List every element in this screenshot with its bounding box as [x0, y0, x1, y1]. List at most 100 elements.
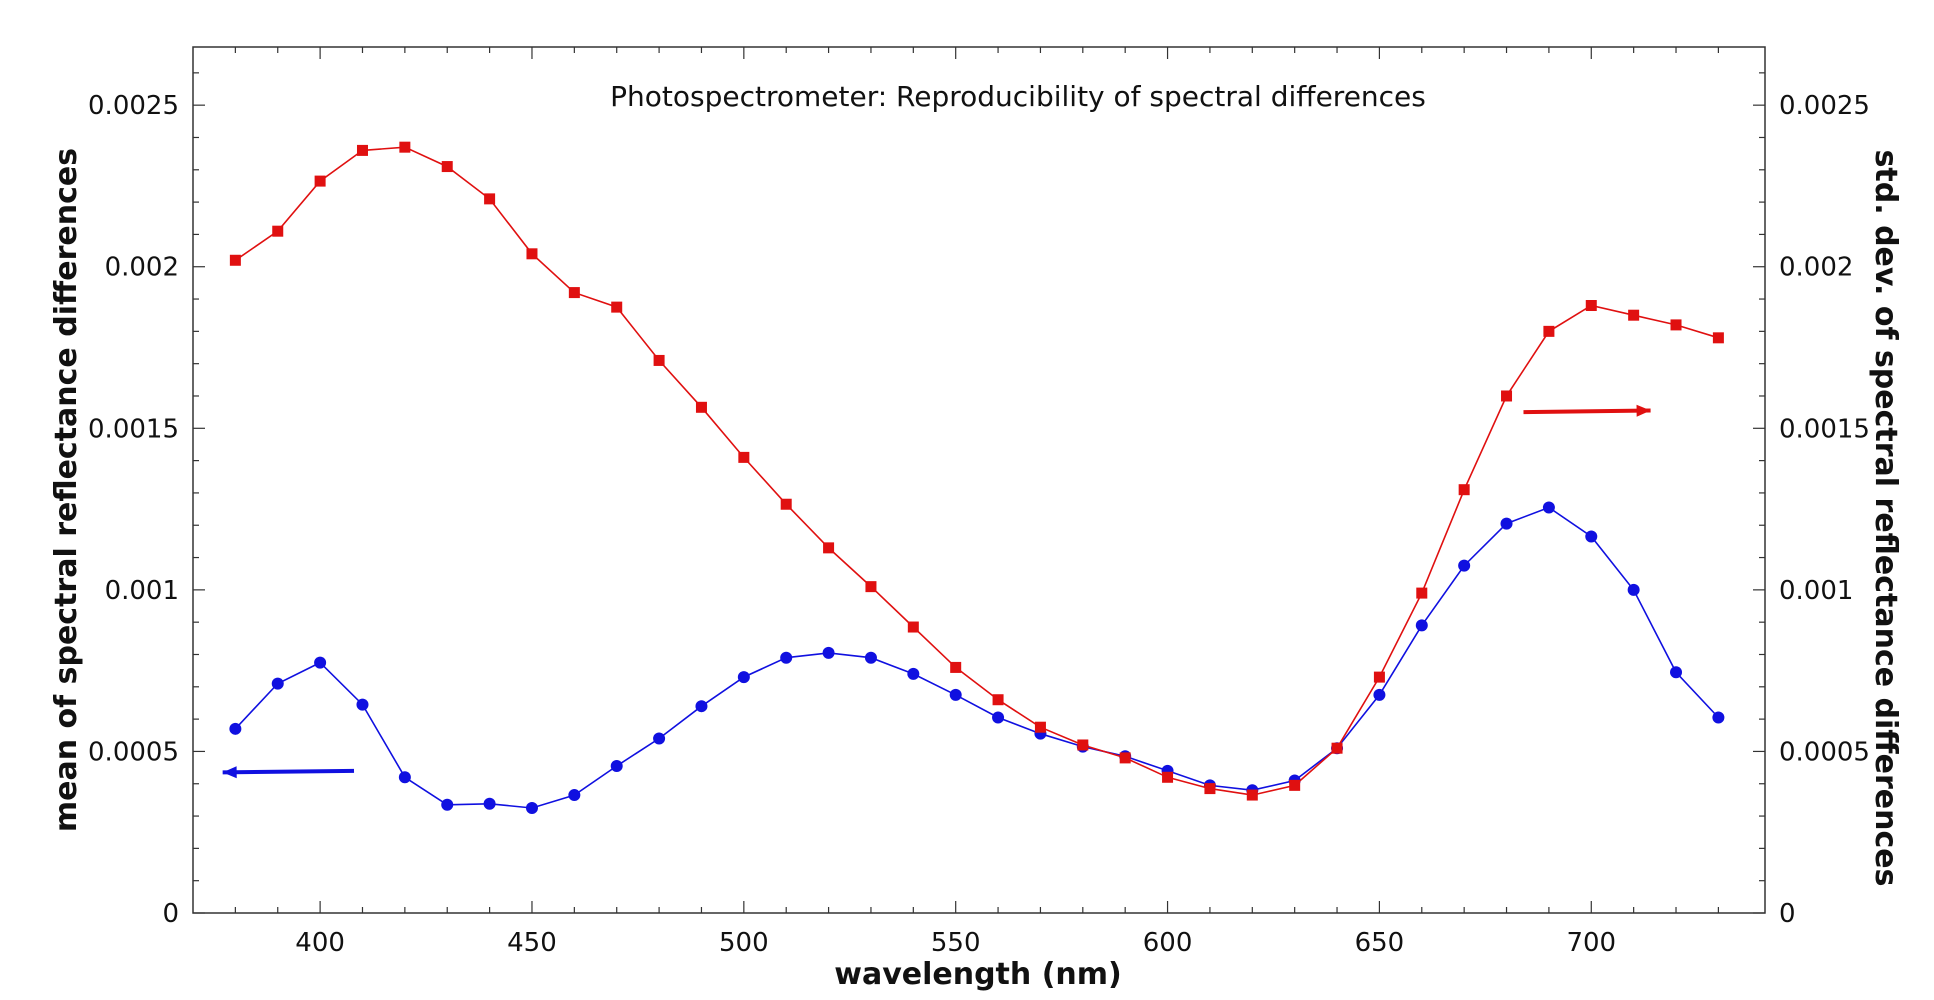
- y-tick-label: 0.001: [105, 576, 179, 606]
- y2-tick-label: 0: [1779, 899, 1796, 929]
- mean-point: [314, 656, 327, 669]
- std-dev-point: [1543, 325, 1555, 337]
- y2-axis-label: std. dev. of spectral reflectance differ…: [1868, 150, 1903, 887]
- mean-point: [1458, 559, 1471, 572]
- mean-point: [737, 671, 750, 684]
- std-dev-point: [441, 161, 453, 173]
- std-dev-point: [738, 451, 750, 463]
- mean-point: [1670, 666, 1683, 679]
- mean-point: [1712, 711, 1725, 724]
- y-axis-label: mean of spectral reflectance differences: [49, 148, 84, 832]
- std-dev-point: [1331, 742, 1343, 754]
- arrow-head: [222, 766, 237, 779]
- std-dev-point: [907, 621, 919, 633]
- y2-tick-label: 0.0025: [1779, 91, 1870, 121]
- std-dev-point: [1077, 739, 1089, 751]
- std-dev-point: [950, 661, 962, 673]
- mean-point: [1415, 619, 1428, 632]
- mean-point: [695, 700, 708, 713]
- std-dev-point: [865, 581, 877, 593]
- std-dev-point: [780, 498, 792, 510]
- std-dev-point: [1246, 789, 1258, 801]
- mean-point: [949, 688, 962, 701]
- y2-tick-label: 0.0005: [1779, 737, 1870, 767]
- y2-tick-label: 0.002: [1779, 253, 1853, 283]
- std-dev-point: [1416, 587, 1428, 599]
- std-dev-point: [1501, 390, 1513, 402]
- right-arrow: [1523, 404, 1651, 417]
- mean-point: [356, 698, 369, 711]
- mean-series-line: [234, 506, 1719, 809]
- mean-point: [610, 759, 623, 772]
- annotation-layer: [222, 404, 1651, 779]
- mean-point: [907, 667, 920, 680]
- x-tick-label: 600: [1143, 928, 1193, 958]
- std-dev-point: [1034, 721, 1046, 733]
- plot-frame: [192, 46, 1766, 914]
- std-dev-point: [356, 144, 368, 156]
- x-tick-label: 400: [295, 928, 345, 958]
- std-dev-point: [1204, 783, 1216, 795]
- x-tick-label: 500: [719, 928, 769, 958]
- y2-tick-label: 0.001: [1779, 576, 1853, 606]
- mean-point: [483, 797, 496, 810]
- mean-point: [398, 771, 411, 784]
- std-dev-series-line: [234, 146, 1719, 796]
- mean-point: [568, 789, 581, 802]
- x-axis: 400 450 500 550 600 650 700: [234, 47, 1719, 958]
- std-dev-point: [1119, 752, 1131, 764]
- std-dev-point: [484, 193, 496, 205]
- std-dev-point: [1585, 300, 1597, 312]
- std-dev-point: [611, 301, 623, 313]
- std-dev-point: [272, 225, 284, 237]
- std-dev-point: [399, 141, 411, 153]
- std-dev-point: [229, 254, 241, 266]
- std-dev-point: [992, 694, 1004, 706]
- y-tick-label: 0.0025: [88, 91, 179, 121]
- series-layer: [229, 141, 1725, 814]
- left-arrow: [222, 766, 355, 779]
- std-dev-point: [526, 248, 538, 260]
- mean-point: [1627, 583, 1640, 596]
- mean-point: [1500, 517, 1513, 530]
- x-tick-label: 550: [931, 928, 981, 958]
- y-axis-left: 0 0.0005 0.001 0.0015 0.002 0.0025: [88, 72, 205, 929]
- chart-title: Photospectrometer: Reproducibility of sp…: [610, 80, 1426, 113]
- std-dev-point: [1628, 309, 1640, 321]
- y2-tick-label: 0.0015: [1779, 414, 1870, 444]
- std-dev-point: [1162, 771, 1174, 783]
- std-dev-point: [1670, 319, 1682, 331]
- x-tick-label: 650: [1355, 928, 1405, 958]
- mean-point: [780, 651, 793, 664]
- std-dev-point: [1289, 779, 1301, 791]
- mean-point: [271, 677, 284, 690]
- mean-point: [229, 722, 242, 735]
- y-tick-label: 0.0005: [88, 737, 179, 767]
- arrow-shaft: [222, 768, 355, 775]
- y-axis-right: 0 0.0005 0.001 0.0015 0.002 0.0025: [1753, 72, 1870, 929]
- arrow-head: [1636, 404, 1651, 417]
- x-tick-label: 450: [507, 928, 557, 958]
- std-dev-point: [568, 287, 580, 299]
- arrow-shaft: [1523, 408, 1651, 415]
- mean-point: [1542, 501, 1555, 514]
- std-dev-point: [314, 175, 326, 187]
- x-tick-label: 700: [1566, 928, 1616, 958]
- y-tick-label: 0.002: [105, 253, 179, 283]
- std-dev-point: [653, 354, 665, 366]
- mean-point: [441, 798, 454, 811]
- mean-point: [822, 646, 835, 659]
- std-dev-point: [1712, 332, 1724, 344]
- mean-point: [653, 732, 666, 745]
- x-axis-label: wavelength (nm): [834, 957, 1122, 992]
- mean-point: [1373, 688, 1386, 701]
- mean-point: [525, 801, 538, 814]
- y-tick-label: 0: [162, 899, 179, 929]
- y-tick-label: 0.0015: [88, 414, 179, 444]
- mean-point: [992, 711, 1005, 724]
- std-dev-point: [823, 542, 835, 554]
- mean-point: [864, 651, 877, 664]
- std-dev-point: [1458, 484, 1470, 496]
- mean-point: [1585, 530, 1598, 543]
